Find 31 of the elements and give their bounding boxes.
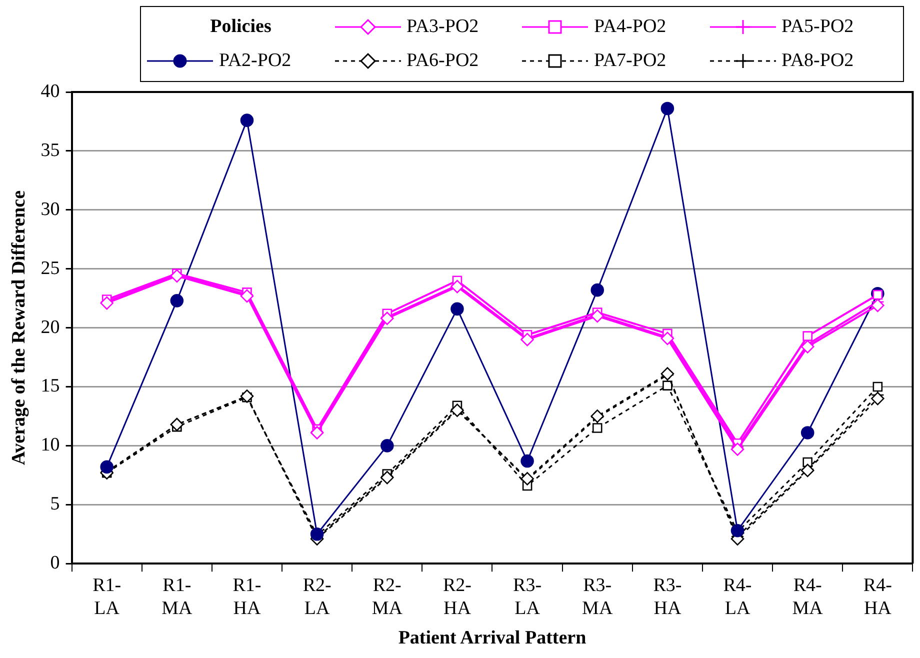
x-tick-label: R2-MA bbox=[372, 574, 403, 619]
y-tick-label: 0 bbox=[50, 552, 60, 574]
y-axis-title: Average of the Reward Difference bbox=[8, 190, 30, 466]
x-tick-label: R3-LA bbox=[513, 574, 542, 619]
y-tick-label: 20 bbox=[40, 316, 60, 338]
y-tick-label: 10 bbox=[40, 434, 60, 456]
legend-label: PA6-PO2 bbox=[406, 50, 479, 72]
y-tick-label: 25 bbox=[40, 258, 60, 279]
legend-label: PA2-PO2 bbox=[219, 50, 292, 72]
x-tick-label: R3-HA bbox=[653, 574, 682, 619]
x-axis-title: Patient Arrival Pattern bbox=[398, 628, 587, 649]
y-tick-label: 30 bbox=[40, 198, 60, 220]
x-tick-label: R4-MA bbox=[792, 574, 824, 619]
x-tick-label: R1-LA bbox=[92, 574, 122, 619]
x-tick-label: R4-HA bbox=[863, 574, 892, 619]
x-tick-label: R2-LA bbox=[302, 574, 332, 619]
legend-label: PA8-PO2 bbox=[782, 50, 854, 72]
x-tick-label: R2-HA bbox=[442, 574, 472, 619]
legend-label: PA4-PO2 bbox=[594, 16, 666, 38]
legend-title: Policies bbox=[209, 15, 272, 39]
y-tick-label: 35 bbox=[40, 140, 60, 161]
y-tick-label: 40 bbox=[40, 80, 60, 102]
x-tick-label: R1-MA bbox=[162, 574, 192, 619]
legend-label: PA3-PO2 bbox=[406, 16, 479, 38]
legend-label: PA5-PO2 bbox=[782, 16, 854, 38]
legend-label: PA7-PO2 bbox=[594, 50, 666, 72]
x-tick-label: R4-LA bbox=[723, 574, 752, 619]
y-tick-label: 15 bbox=[40, 376, 60, 397]
x-tick-label: R3-MA bbox=[582, 574, 613, 619]
x-tick-label: R1-HA bbox=[232, 574, 262, 619]
y-tick-label: 5 bbox=[50, 494, 60, 515]
